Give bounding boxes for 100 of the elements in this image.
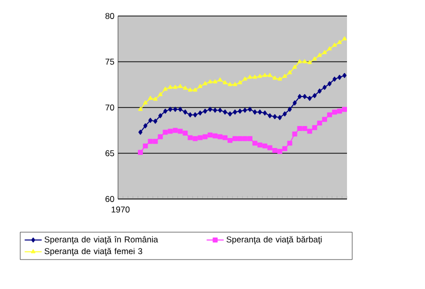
- point: [168, 128, 173, 134]
- point: [242, 108, 247, 113]
- point: [208, 79, 212, 84]
- point: [257, 142, 262, 148]
- point: [282, 74, 287, 78]
- point: [148, 118, 152, 123]
- point: [153, 96, 158, 101]
- point: [138, 150, 143, 155]
- point: [158, 113, 162, 118]
- point: [288, 106, 292, 112]
- point: [262, 143, 268, 148]
- point: [198, 110, 202, 116]
- point: [212, 79, 218, 84]
- point: [278, 115, 282, 120]
- point: [218, 134, 223, 140]
- point: [143, 100, 148, 104]
- point: [218, 78, 222, 82]
- point: [337, 40, 342, 44]
- point: [272, 76, 278, 80]
- point: [288, 70, 292, 74]
- point: [213, 108, 218, 113]
- point: [247, 136, 252, 142]
- point: [312, 56, 317, 60]
- point: [208, 132, 213, 138]
- point: [292, 64, 297, 69]
- point: [322, 50, 327, 54]
- point: [302, 94, 307, 100]
- point: [238, 108, 242, 114]
- point: [168, 84, 172, 89]
- point: [252, 110, 257, 115]
- point: [268, 113, 272, 118]
- point: [232, 82, 238, 86]
- point: [262, 72, 268, 77]
- point: [332, 110, 338, 115]
- point: [242, 136, 248, 142]
- point: [342, 72, 347, 78]
- point: [223, 110, 228, 115]
- point: [208, 106, 212, 112]
- point: [327, 46, 332, 50]
- point: [198, 84, 202, 88]
- y-tick-label: 65: [106, 150, 114, 156]
- point: [182, 86, 188, 90]
- point: [163, 86, 168, 91]
- point: [338, 74, 342, 80]
- point: [173, 84, 178, 89]
- point: [342, 36, 347, 40]
- point: [258, 110, 262, 115]
- point: [168, 106, 172, 112]
- point: [173, 106, 178, 112]
- point: [328, 81, 332, 86]
- point: [298, 94, 302, 100]
- point: [322, 84, 327, 90]
- point: [252, 74, 258, 79]
- legend-label: Speranţa de viaţă în România: [44, 236, 158, 244]
- point: [272, 148, 278, 153]
- point: [292, 100, 297, 106]
- point: [307, 128, 312, 134]
- point: [222, 135, 228, 140]
- point: [292, 132, 298, 137]
- point: [142, 143, 148, 148]
- point: [143, 123, 148, 128]
- point: [153, 118, 158, 124]
- point: [148, 138, 153, 144]
- point: [228, 111, 232, 116]
- point: [172, 128, 178, 133]
- point: [178, 106, 182, 112]
- point: [337, 108, 342, 114]
- point: [192, 136, 198, 142]
- point: [202, 134, 208, 140]
- y-tick-label: 70: [106, 104, 114, 110]
- point: [192, 88, 198, 92]
- point: [282, 111, 287, 116]
- point: [317, 120, 322, 126]
- point: [228, 82, 232, 86]
- point: [287, 140, 292, 146]
- point: [163, 108, 168, 114]
- point: [188, 88, 192, 92]
- point: [232, 136, 238, 142]
- point: [307, 60, 312, 64]
- point: [182, 130, 188, 136]
- point: [158, 92, 163, 96]
- y-tick-label: 60: [106, 196, 114, 202]
- point: [248, 106, 252, 112]
- point: [342, 106, 347, 112]
- point: [258, 74, 262, 78]
- point: [218, 108, 222, 113]
- point: [302, 59, 307, 64]
- point: [178, 84, 182, 88]
- point: [262, 110, 267, 116]
- point: [202, 81, 208, 86]
- point: [188, 112, 192, 118]
- point: [318, 88, 322, 94]
- point: [232, 110, 237, 115]
- point: [282, 146, 288, 152]
- point: [252, 140, 258, 146]
- point: [198, 135, 203, 140]
- point: [278, 76, 282, 81]
- point: [327, 112, 332, 118]
- point: [162, 130, 168, 135]
- point: [312, 93, 317, 98]
